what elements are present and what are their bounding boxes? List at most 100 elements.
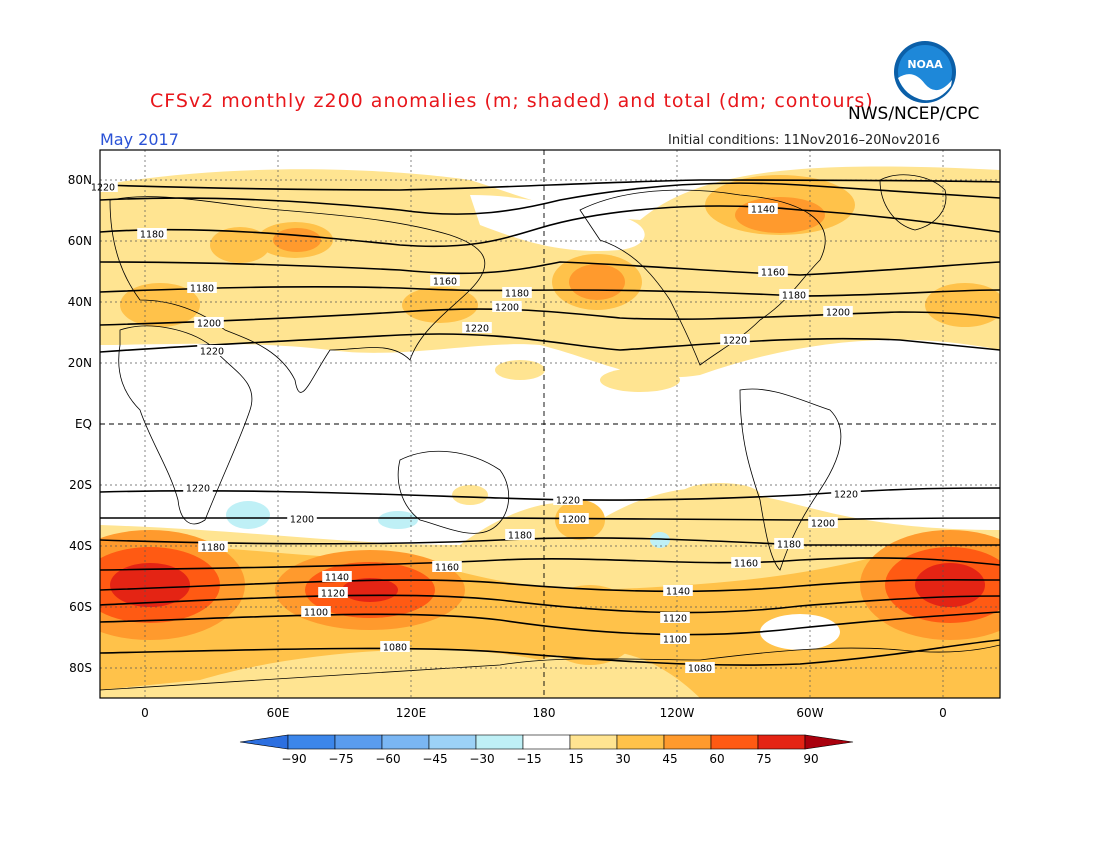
lon-label: 60W [796,706,824,720]
contour-1180-north [100,285,1000,297]
svg-text:1200: 1200 [811,519,835,530]
contour-label-1180: 1180 [198,541,228,554]
svg-text:1200: 1200 [495,303,519,314]
colorbar-swatch [381,734,430,750]
eurasia-coastline [109,196,485,393]
australia-coastline [397,450,509,534]
svg-text:1140: 1140 [751,205,775,216]
svg-text:1080: 1080 [383,643,407,654]
contour-label-1220: 1220 [462,322,492,335]
map-frame [99,149,1001,699]
noaa-logo-text: NOAA [907,58,943,71]
forecast-month: May 2017 [100,130,179,149]
colorbar-swatch [522,734,571,750]
contour-label-1220: 1220 [88,181,118,194]
contour-label-1180: 1180 [502,287,532,300]
svg-text:1160: 1160 [435,563,459,574]
contour-1100 [100,611,1000,636]
map-title: CFSv2 monthly z200 anomalies (m; shaded)… [150,90,874,112]
contour-1160-south [100,557,1000,571]
colorbar-swatch [569,734,618,750]
svg-text:1100: 1100 [663,635,687,646]
contour-label-1180: 1180 [774,538,804,551]
svg-text:1120: 1120 [663,614,687,625]
contour-1180-polar [100,182,1000,215]
svg-text:1140: 1140 [325,573,349,584]
lat-label: 40S [69,539,92,553]
svg-text:1220: 1220 [723,336,747,347]
contour-1180-south [100,537,1000,546]
contour-label-1220: 1220 [720,334,750,347]
contour-label-1180: 1180 [779,289,809,302]
svg-text:1220: 1220 [200,347,224,358]
colorbar-tick: 75 [756,752,772,766]
contour-label-1200: 1200 [808,517,838,530]
lon-label: 0 [141,706,149,720]
contour-label-1200: 1200 [194,317,224,330]
svg-text:1220: 1220 [91,183,115,194]
colorbar-swatch [663,734,712,750]
contour-label-1220: 1220 [553,494,583,507]
colorbar-tick: −15 [516,752,542,766]
svg-text:1100: 1100 [304,608,328,619]
svg-text:1200: 1200 [562,515,586,526]
contour-label-1220: 1220 [831,488,861,501]
lon-label: 60E [266,706,290,720]
svg-text:1180: 1180 [190,284,214,295]
colorbar-tick: 90 [803,752,819,766]
contour-label-1180: 1180 [137,228,167,241]
lat-label: 40N [67,295,92,309]
contour-label-1140: 1140 [663,585,693,598]
contour-label-1200: 1200 [559,513,589,526]
svg-text:1180: 1180 [777,540,801,551]
contour-label-1220: 1220 [183,482,213,495]
contour-label-1200: 1200 [287,513,317,526]
svg-text:1200: 1200 [197,319,221,330]
svg-text:1160: 1160 [734,559,758,570]
lat-label: EQ [74,417,92,431]
contour-label-1220: 1220 [197,345,227,358]
lat-label: 20S [69,478,92,492]
svg-text:1180: 1180 [782,291,806,302]
initial-conditions: Initial conditions: 11Nov2016–20Nov2016 [668,133,940,148]
contour-label-1120: 1120 [318,587,348,600]
colorbar-swatch [710,734,759,750]
north-america-coastline [579,189,826,366]
lon-label: 120W [659,706,695,720]
colorbar-arrow-right [804,734,854,750]
lat-label: 80S [69,661,92,675]
svg-text:1140: 1140 [666,587,690,598]
contour-label-1140: 1140 [748,203,778,216]
contour-1200-north [100,308,1000,326]
colorbar-arrow-left [239,734,289,750]
svg-text:1220: 1220 [834,490,858,501]
contour-label-1180: 1180 [505,529,535,542]
contour-label-1180: 1180 [187,282,217,295]
contour-1220-south [100,487,1000,501]
colorbar-swatch [616,734,665,750]
colorbar-tick: −60 [375,752,401,766]
contour-label-1200: 1200 [823,306,853,319]
contour-label-1200: 1200 [492,301,522,314]
contour-1140-south [100,578,1000,593]
svg-text:1220: 1220 [556,496,580,507]
svg-text:1220: 1220 [186,484,210,495]
svg-text:1180: 1180 [140,230,164,241]
contour-label-1120: 1120 [660,612,690,625]
noaa-logo: NOAA [893,40,957,104]
colorbar-swatch [475,734,524,750]
svg-text:1160: 1160 [433,277,457,288]
contour-1120 [100,594,1000,614]
contour-1140-north [100,205,1000,248]
agency-label: NWS/NCEP/CPC [848,104,980,124]
colorbar-swatch [757,734,806,750]
lat-label: 20N [67,356,92,370]
colorbar-tick: 60 [709,752,725,766]
svg-text:1160: 1160 [761,268,785,279]
contour-label-1160: 1160 [758,266,788,279]
colorbar-swatch [428,734,477,750]
contour-1160-north [100,261,1000,276]
contour-label-1100: 1100 [301,606,331,619]
colorbar-tick: −45 [422,752,448,766]
colorbar-tick: −30 [469,752,495,766]
